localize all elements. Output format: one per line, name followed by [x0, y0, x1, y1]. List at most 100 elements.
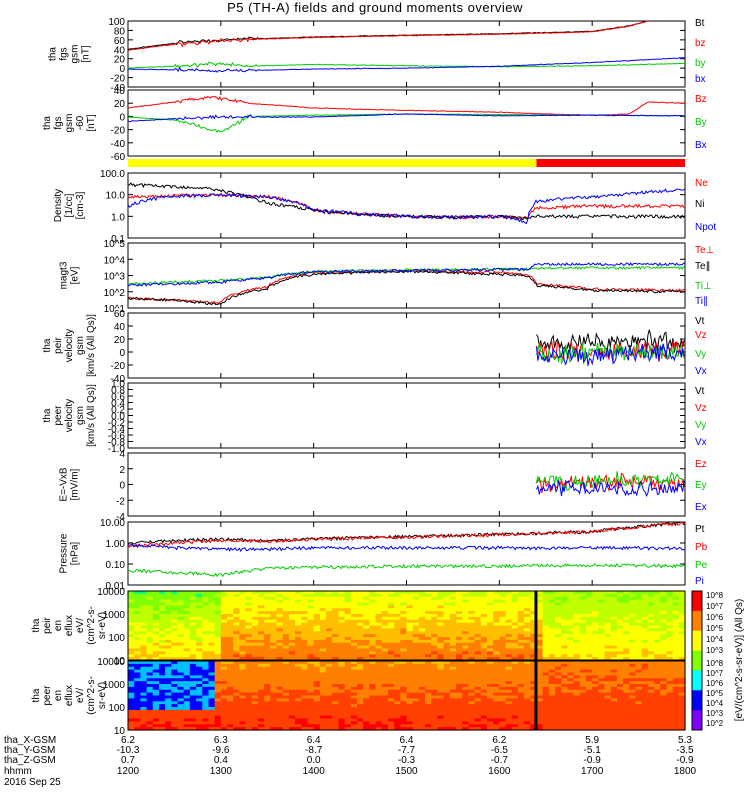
spectrogram-cell	[418, 645, 426, 650]
spectrogram-cell	[394, 657, 401, 661]
spectrogram-cell	[369, 692, 377, 697]
spectrogram-cell	[647, 591, 655, 595]
spectrogram-cell	[449, 593, 457, 598]
spectrogram-cell	[152, 684, 160, 688]
spectrogram-cell	[493, 591, 500, 595]
spectrogram-cell	[183, 727, 191, 731]
spectrogram-cell	[134, 637, 141, 641]
spectrogram-cell	[579, 663, 587, 668]
spectrogram-cell	[443, 672, 451, 676]
spectrogram-cell	[486, 628, 494, 632]
spectrogram-cell	[474, 614, 482, 618]
spectrogram-cell	[332, 605, 340, 609]
spectrogram-cell	[394, 628, 401, 632]
spectrogram-cell	[672, 681, 680, 685]
spectrogram-cell	[604, 631, 612, 635]
spectrogram-cell	[152, 637, 160, 641]
y-axis-label: sr-eV)	[97, 682, 108, 709]
spectrogram-cell	[468, 639, 476, 644]
spectrogram-cell	[394, 684, 401, 688]
series-line-Vy	[536, 342, 685, 365]
spectrogram-cell	[437, 672, 445, 676]
spectrogram-cell	[573, 608, 581, 612]
spectrogram-cell	[517, 648, 525, 652]
spectrogram-cell	[140, 596, 148, 601]
spectrogram-cell	[332, 709, 340, 714]
spectrogram-cell	[350, 715, 358, 720]
spectrogram-cell	[177, 721, 185, 725]
spectrogram-cell	[678, 628, 686, 632]
spectrogram-cell	[635, 718, 643, 722]
legend-Pe: Pe	[695, 560, 708, 571]
spectrogram-cell	[387, 704, 395, 708]
spectrogram-cell	[567, 661, 575, 665]
spectrogram-cell	[214, 651, 222, 655]
spectrogram-cell	[239, 707, 247, 711]
spectrogram-cell	[369, 724, 377, 728]
spectrogram-cell	[480, 681, 488, 685]
spectrogram-cell	[319, 698, 327, 702]
spectrogram-cell	[579, 675, 587, 679]
spectrogram-cell	[567, 639, 575, 644]
y-axis-label: peir	[53, 336, 64, 353]
spectrogram-cell	[276, 692, 284, 697]
spectrogram-cell	[183, 628, 191, 632]
spectrogram-cell	[202, 675, 210, 679]
spectrogram-cell	[647, 593, 655, 598]
spectrogram-cell	[140, 724, 148, 728]
spectrogram-cell	[338, 657, 346, 661]
spectrogram-cell	[629, 672, 637, 676]
spectrogram-cell	[654, 686, 661, 691]
spectrogram-cell	[536, 672, 544, 676]
spectrogram-cell	[220, 675, 228, 679]
spectrogram-cell	[431, 619, 439, 624]
spectrogram-cell	[561, 666, 569, 671]
spectrogram-cell	[400, 704, 408, 708]
spectrogram-cell	[400, 628, 408, 632]
spectrogram-cell	[171, 692, 179, 697]
spectrogram-cell	[616, 663, 624, 668]
spectrogram-cell	[536, 625, 544, 629]
spectrogram-cell	[165, 628, 172, 632]
spectrogram-cell	[474, 628, 482, 632]
spectrogram-cell	[257, 661, 265, 665]
spectrogram-cell	[257, 712, 265, 717]
spectrogram-cell	[381, 593, 389, 598]
spectrogram-cell	[270, 619, 278, 624]
spectrogram-cell	[394, 724, 401, 728]
spectrogram-cell	[394, 727, 401, 731]
spectrogram-cell	[233, 672, 240, 676]
spectrogram-cell	[264, 657, 271, 661]
spectrogram-cell	[400, 684, 408, 688]
spectrogram-cell	[400, 698, 408, 702]
spectrogram-cell	[220, 608, 228, 612]
spectrogram-cell	[140, 599, 148, 604]
spectrogram-cell	[301, 648, 309, 652]
spectrogram-cell	[295, 721, 302, 725]
spectrogram-cell	[177, 596, 185, 601]
spectrogram-cell	[264, 622, 271, 627]
spectrogram-cell	[585, 661, 593, 665]
spectrogram-cell	[437, 704, 445, 708]
spectrogram-cell	[499, 709, 507, 714]
spectrogram-cell	[598, 651, 606, 655]
spectrogram-cell	[493, 675, 500, 679]
spectrogram-cell	[456, 698, 463, 702]
spectrogram-cell	[406, 645, 414, 650]
spectrogram-cell	[660, 695, 668, 699]
spectrogram-cell	[251, 684, 259, 688]
spectrogram-cell	[251, 651, 259, 655]
spectrogram-cell	[579, 599, 587, 604]
y-axis-label: [mV/m]	[70, 468, 81, 500]
spectrogram-cell	[517, 602, 525, 606]
x-row-value: 5.9	[585, 735, 599, 746]
spectrogram-cell	[647, 639, 655, 644]
spectrogram-cell	[319, 622, 327, 627]
spectrogram-cell	[654, 721, 661, 725]
spectrogram-cell	[356, 642, 364, 647]
spectrogram-cell	[301, 645, 309, 650]
spectrogram-cell	[548, 707, 556, 711]
spectrogram-cell	[140, 692, 148, 697]
spectrogram-cell	[666, 684, 674, 688]
spectrogram-cell	[202, 704, 210, 708]
